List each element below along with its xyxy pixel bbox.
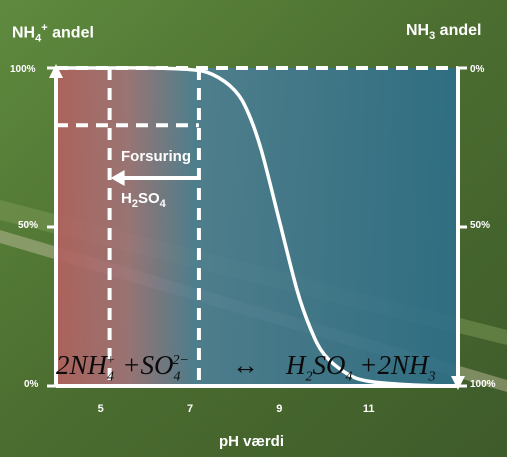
equation-right: H2SO4 +2NH3 (286, 350, 435, 385)
left-tick-0: 0% (24, 379, 38, 390)
nh4-share-label: NH4+ andel (12, 22, 94, 45)
plot-area (56, 68, 458, 386)
left-tick-50: 50% (18, 220, 38, 231)
right-tick-100: 100% (470, 379, 496, 390)
nh3-share-label: NH3 andel (406, 22, 481, 42)
x-tick-label: 5 (98, 403, 104, 415)
x-tick-label: 9 (276, 403, 282, 415)
x-tick-label: 7 (187, 403, 193, 415)
right-tick-50: 50% (470, 220, 490, 231)
equation-arrow: ↔ (232, 350, 259, 381)
right-tick-0: 0% (470, 64, 484, 75)
sulfuric-acid-label: H2SO4 (121, 190, 166, 210)
x-tick-label: 11 (363, 403, 375, 415)
x-axis-title: pH værdi (219, 433, 284, 450)
left-tick-100: 100% (10, 64, 36, 75)
equation-left: 2NH4+ +SO42− (56, 350, 189, 385)
acidification-label: Forsuring (121, 148, 191, 165)
